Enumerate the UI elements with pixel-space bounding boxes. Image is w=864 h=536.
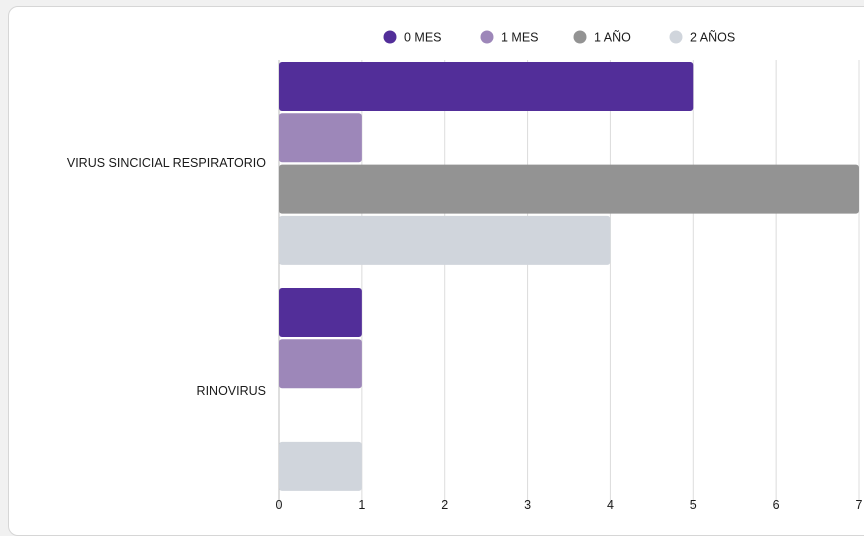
legend-label: 1 MES <box>501 31 539 45</box>
bar-rinovirus-1-mes[interactable] <box>279 339 362 389</box>
category-label: RINOVIRUS <box>197 384 266 398</box>
legend: 0 MES 1 MES 1 AÑO 2 AÑOS <box>383 30 736 45</box>
legend-item-1-mes[interactable]: 1 MES <box>480 30 539 45</box>
bar-virus-sincicial-respiratorio-0-mes[interactable] <box>279 62 694 111</box>
x-tick-label: 2 <box>441 498 448 512</box>
legend-item-2-años[interactable]: 2 AÑOS <box>669 30 736 45</box>
legend-label: 0 MES <box>404 31 442 45</box>
legend-marker <box>573 30 587 44</box>
x-tick-label: 3 <box>524 498 531 512</box>
x-tick-label: 5 <box>690 498 697 512</box>
bar-virus-sincicial-respiratorio-1-mes[interactable] <box>279 113 362 163</box>
legend-marker <box>669 30 683 44</box>
legend-label: 2 AÑOS <box>690 31 735 45</box>
bar-virus-sincicial-respiratorio-1-año[interactable] <box>279 164 859 214</box>
legend-marker <box>383 30 397 44</box>
x-tick-label: 1 <box>358 498 365 512</box>
legend-marker <box>480 30 494 44</box>
bars <box>279 62 859 491</box>
bar-virus-sincicial-respiratorio-2-años[interactable] <box>279 215 611 265</box>
legend-item-0-mes[interactable]: 0 MES <box>383 30 442 45</box>
x-tick-label: 0 <box>276 498 283 512</box>
x-tick-label: 6 <box>773 498 780 512</box>
category-label: VIRUS SINCICIAL RESPIRATORIO <box>67 156 266 170</box>
chart: 0 1 2 3 4 5 6 7 VIRUS SINCICIAL RESPIRATORIO RIN… <box>67 30 863 512</box>
category-labels: VIRUS SINCICIAL RESPIRATORIO RINOVIRUS <box>67 156 266 398</box>
legend-item-1-año[interactable]: 1 AÑO <box>573 30 632 45</box>
x-axis: 0 1 2 3 4 5 6 7 <box>276 498 863 512</box>
x-tick-label: 7 <box>856 498 863 512</box>
bar-rinovirus-2-años[interactable] <box>279 441 362 491</box>
bar-rinovirus-0-mes[interactable] <box>279 288 362 337</box>
grid <box>278 60 860 508</box>
legend-label: 1 AÑO <box>594 31 631 45</box>
x-tick-label: 4 <box>607 498 614 512</box>
